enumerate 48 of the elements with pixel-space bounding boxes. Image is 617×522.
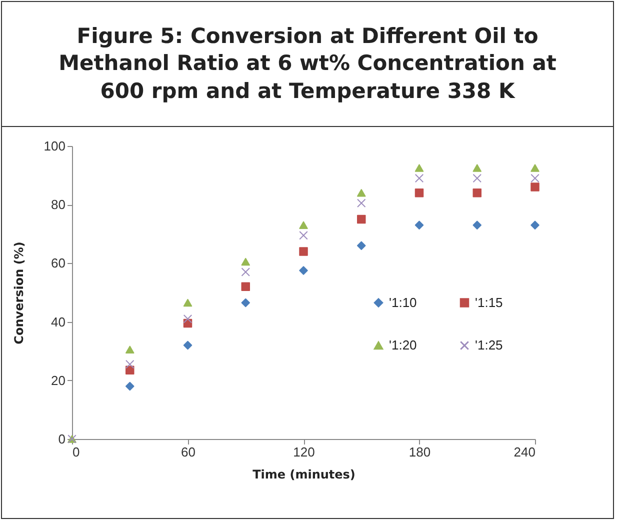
chart-title: Figure 5: Conversion at Different Oil to Methanol Ratio at 6 wt% Concentration at 600 rpm and at Temperature 338 K: [2, 2, 613, 127]
point: [472, 174, 482, 183]
point: [299, 247, 308, 256]
point: [530, 220, 540, 230]
point: [299, 221, 308, 229]
point: [414, 174, 424, 183]
legend-label: '1:25: [475, 338, 503, 352]
point: [414, 164, 424, 172]
point: [126, 382, 134, 391]
point: [241, 298, 250, 308]
point: [357, 241, 366, 250]
y-tick-label: 60: [51, 256, 66, 271]
point: [241, 282, 250, 292]
point: [472, 188, 482, 198]
point: [183, 314, 192, 324]
point: [472, 164, 482, 172]
point: [414, 188, 424, 198]
point: [472, 220, 482, 230]
point: [530, 164, 540, 172]
x-tick-label: 60: [181, 444, 196, 460]
x-tick-label: 0: [72, 444, 80, 460]
y-tick-label: 20: [51, 372, 66, 388]
point: [357, 198, 366, 208]
legend-label: '1:15: [475, 294, 503, 310]
point: [357, 214, 366, 224]
point: [126, 360, 134, 369]
point: [357, 189, 366, 197]
point: [299, 230, 308, 240]
x-tick-label: 180: [408, 444, 431, 460]
y-axis-title: Conversion (%): [12, 242, 26, 344]
x-tick-label: 120: [293, 444, 315, 460]
x-axis-title: Time (minutes): [252, 468, 356, 482]
point: [414, 220, 424, 230]
point: [530, 174, 540, 183]
y-tick-label: 80: [51, 197, 66, 212]
legend-label: '1:10: [389, 294, 417, 310]
point: [241, 258, 250, 266]
x-tick-label: 240: [514, 444, 536, 460]
point: [241, 268, 250, 276]
y-tick-label: 0: [58, 432, 66, 446]
point: [183, 298, 192, 307]
y-tick-label: 40: [51, 314, 66, 330]
point: [299, 266, 308, 275]
point: [183, 340, 192, 350]
legend-label: '1:20: [389, 338, 417, 352]
y-tick-label: 100: [44, 138, 66, 154]
point: [530, 182, 540, 192]
point: [126, 346, 134, 354]
